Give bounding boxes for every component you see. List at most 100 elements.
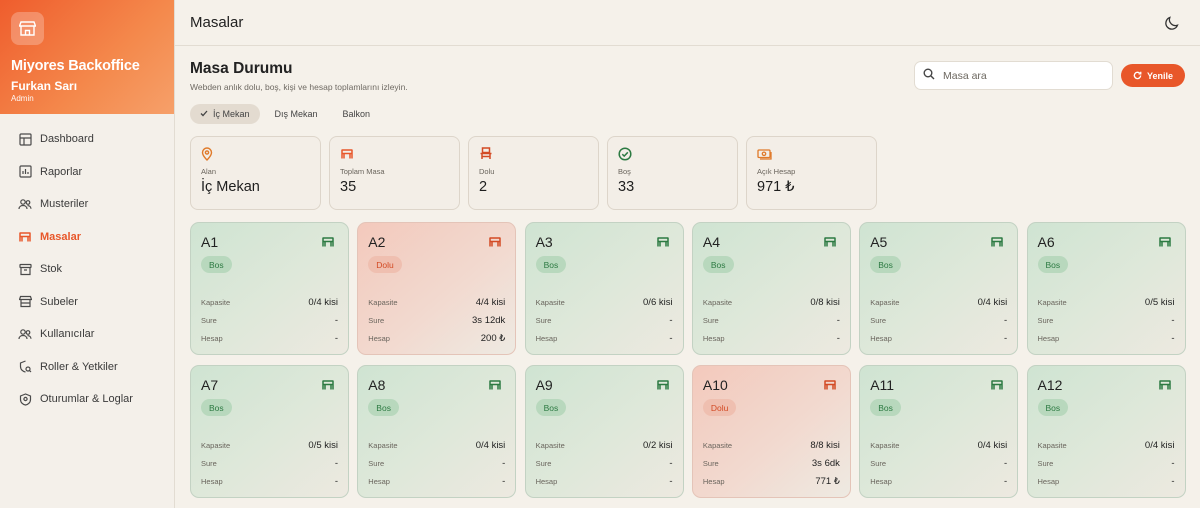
table-icon bbox=[321, 235, 336, 248]
table-card[interactable]: A3 Bos Kapasite 0/6 kisi Sure - Hesap - bbox=[524, 222, 684, 355]
duration-value: - bbox=[836, 315, 840, 326]
capacity-label: Kapasite bbox=[368, 441, 398, 450]
sidebar-item-label: Dashboard bbox=[40, 133, 94, 146]
capacity-label: Kapasite bbox=[201, 298, 231, 307]
capacity-value: 0/4 kisi bbox=[475, 440, 506, 451]
check-circle-icon bbox=[618, 147, 727, 161]
sidebar-item-musteriler[interactable]: Musteriler bbox=[0, 188, 174, 221]
table-icon bbox=[488, 378, 503, 391]
table-card[interactable]: A10 Dolu Kapasite 8/8 kisi Sure 3s 6dk Hes… bbox=[691, 365, 851, 498]
cash-icon bbox=[757, 147, 866, 161]
store-logo-icon bbox=[11, 12, 44, 45]
bill-value: - bbox=[669, 333, 673, 344]
table-name: A2 bbox=[368, 234, 386, 250]
tab-label: İç Mekan bbox=[213, 109, 250, 119]
table-icon bbox=[1158, 235, 1173, 248]
duration-row: Sure 3s 6dk bbox=[703, 458, 840, 469]
duration-value: - bbox=[1004, 315, 1008, 326]
refresh-icon bbox=[1133, 71, 1142, 80]
status-badge: Bos bbox=[201, 256, 232, 273]
capacity-value: 0/4 kisi bbox=[977, 297, 1008, 308]
capacity-label: Kapasite bbox=[870, 441, 900, 450]
sidebar-item-label: Raporlar bbox=[40, 165, 83, 178]
table-name: A12 bbox=[1037, 377, 1063, 393]
page-title: Masa Durumu bbox=[190, 60, 293, 77]
bar-chart-icon bbox=[18, 165, 32, 179]
table-card[interactable]: A2 Dolu Kapasite 4/4 kisi Sure 3s 12dk Hes… bbox=[357, 222, 517, 355]
capacity-value: 4/4 kisi bbox=[475, 297, 506, 308]
status-badge: Bos bbox=[201, 399, 232, 416]
bill-value: - bbox=[1004, 476, 1008, 487]
duration-label: Sure bbox=[201, 459, 217, 468]
moon-icon[interactable] bbox=[1164, 15, 1180, 31]
table-icon bbox=[656, 235, 671, 248]
stat-card: Toplam Masa 35 bbox=[329, 136, 460, 210]
sidebar-item-subeler[interactable]: Subeler bbox=[0, 286, 174, 319]
duration-label: Sure bbox=[368, 316, 385, 325]
bill-row: Hesap - bbox=[368, 476, 505, 487]
table-card[interactable]: A1 Bos Kapasite 0/4 kisi Sure - Hesap - bbox=[190, 222, 349, 355]
sidebar-item-masalar[interactable]: Masalar bbox=[0, 221, 174, 254]
duration-row: Sure - bbox=[703, 315, 840, 326]
tab-2[interactable]: Dış Mekan bbox=[265, 104, 328, 124]
capacity-label: Kapasite bbox=[535, 441, 565, 450]
sidebar-item-label: Oturumlar & Loglar bbox=[40, 393, 133, 406]
capacity-label: Kapasite bbox=[201, 441, 231, 450]
status-badge: Dolu bbox=[702, 399, 737, 416]
stat-card: Alan İç Mekan bbox=[190, 136, 321, 210]
bill-value: - bbox=[334, 333, 338, 344]
shield-icon bbox=[18, 392, 32, 406]
capacity-label: Kapasite bbox=[368, 298, 398, 307]
bill-row: Hesap 771 ₺ bbox=[703, 476, 840, 487]
search-box[interactable] bbox=[914, 61, 1113, 90]
sidebar-item-dashboard[interactable]: Dashboard bbox=[0, 123, 174, 156]
table-card[interactable]: A9 Bos Kapasite 0/2 kisi Sure - Hesap - bbox=[524, 365, 684, 498]
capacity-row: Kapasite 0/4 kisi bbox=[870, 297, 1007, 308]
table-card[interactable]: A12 Bos Kapasite 0/4 kisi Sure - Hesap - bbox=[1026, 365, 1186, 498]
bill-value: 200 ₺ bbox=[480, 333, 506, 344]
sidebar-item-raporlar[interactable]: Raporlar bbox=[0, 156, 174, 189]
table-card[interactable]: A8 Bos Kapasite 0/4 kisi Sure - Hesap - bbox=[357, 365, 517, 498]
duration-value: - bbox=[334, 458, 338, 469]
store-icon bbox=[18, 295, 32, 309]
table-card[interactable]: A6 Bos Kapasite 0/5 kisi Sure - Hesap - bbox=[1026, 222, 1186, 355]
sidebar-item-label: Kullanıcılar bbox=[40, 328, 95, 341]
duration-row: Sure - bbox=[870, 315, 1007, 326]
capacity-value: 8/8 kisi bbox=[810, 440, 840, 451]
duration-label: Sure bbox=[535, 316, 552, 325]
duration-label: Sure bbox=[1037, 459, 1054, 468]
bill-value: - bbox=[502, 476, 506, 487]
capacity-row: Kapasite 0/5 kisi bbox=[201, 440, 338, 451]
table-icon bbox=[823, 378, 838, 391]
sidebar-item-roller-yetkiler[interactable]: Roller & Yetkiler bbox=[0, 351, 174, 384]
tab-3[interactable]: Balkon bbox=[333, 104, 381, 124]
brand-title: Miyores Backoffice bbox=[11, 58, 140, 74]
bill-row: Hesap 200 ₺ bbox=[368, 333, 505, 344]
table-card[interactable]: A11 Bos Kapasite 0/4 kisi Sure - Hesap - bbox=[859, 365, 1019, 498]
table-card[interactable]: A5 Bos Kapasite 0/4 kisi Sure - Hesap - bbox=[859, 222, 1019, 355]
search-input[interactable] bbox=[943, 69, 1103, 82]
table-name: A8 bbox=[368, 377, 386, 393]
sidebar-item-oturumlar-loglar[interactable]: Oturumlar & Loglar bbox=[0, 383, 174, 416]
duration-value: - bbox=[502, 458, 506, 469]
table-card[interactable]: A7 Bos Kapasite 0/5 kisi Sure - Hesap - bbox=[190, 365, 349, 498]
capacity-value: 0/5 kisi bbox=[1144, 297, 1175, 308]
capacity-row: Kapasite 0/8 kisi bbox=[703, 297, 840, 308]
duration-value: - bbox=[1004, 458, 1008, 469]
table-icon bbox=[656, 378, 671, 391]
capacity-value: 0/2 kisi bbox=[643, 440, 673, 451]
bill-label: Hesap bbox=[702, 334, 725, 343]
tab-1[interactable]: İç Mekan bbox=[190, 104, 260, 124]
stat-value: 33 bbox=[618, 179, 635, 195]
duration-row: Sure - bbox=[870, 458, 1007, 469]
sidebar-item-kullanıcılar[interactable]: Kullanıcılar bbox=[0, 318, 174, 351]
status-badge: Bos bbox=[535, 256, 567, 273]
sidebar-item-stok[interactable]: Stok bbox=[0, 253, 174, 286]
table-card[interactable]: A4 Bos Kapasite 0/8 kisi Sure - Hesap - bbox=[691, 222, 851, 355]
bill-label: Hesap bbox=[1037, 477, 1060, 486]
refresh-button[interactable]: Yenile bbox=[1121, 64, 1185, 87]
capacity-label: Kapasite bbox=[1037, 441, 1067, 450]
table-name: A10 bbox=[702, 377, 728, 393]
status-badge: Bos bbox=[535, 399, 567, 416]
duration-value: 3s 6dk bbox=[811, 458, 840, 469]
